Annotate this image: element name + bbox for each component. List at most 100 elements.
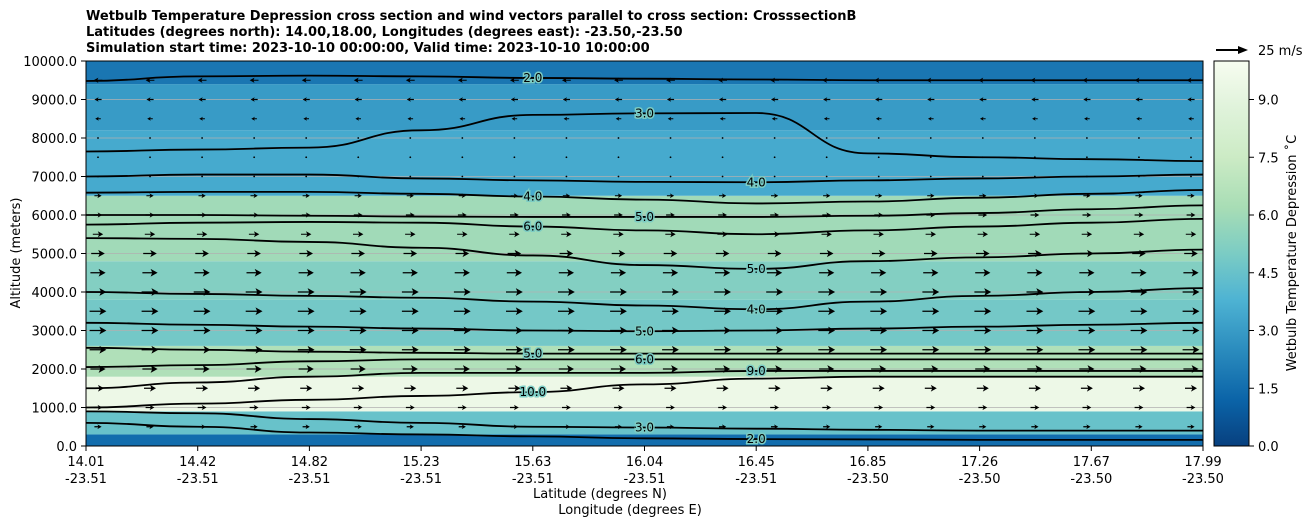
- wind-vector: [402, 268, 418, 277]
- wind-vector: [614, 77, 623, 83]
- contour-label: 4.0: [747, 302, 766, 316]
- wind-vector: [1078, 326, 1096, 335]
- wind-vector: [870, 307, 888, 316]
- x-axis-label-lat: Latitude (degrees N): [533, 487, 667, 502]
- wind-vector: [981, 156, 984, 159]
- wind-vector: [405, 404, 415, 411]
- wind-vector: [562, 193, 570, 199]
- wind-vector: [1026, 345, 1044, 354]
- wind-vector: [197, 77, 207, 83]
- wind-vector: [721, 175, 724, 178]
- wind-vector: [1028, 384, 1041, 392]
- depression-layer: [86, 195, 1203, 262]
- wind-vector: [1030, 77, 1040, 83]
- contour-line: [86, 346, 1203, 355]
- wind-vector: [1182, 326, 1200, 335]
- wind-vector: [714, 288, 731, 296]
- wind-vector: [974, 345, 992, 354]
- wind-vector: [669, 156, 672, 159]
- wind-vector: [349, 345, 367, 354]
- wind-vector: [461, 175, 464, 178]
- wind-vector: [93, 212, 103, 218]
- wind-vector: [513, 156, 516, 159]
- x-tick-label-lat: 17.99: [1184, 455, 1221, 470]
- x-tick-label-lon: -23.50: [1070, 472, 1112, 487]
- wind-vector: [924, 384, 937, 392]
- wind-vector: [1086, 175, 1088, 178]
- wind-vector: [978, 404, 988, 411]
- wind-vector: [1182, 288, 1200, 296]
- wind-vector: [923, 365, 939, 373]
- wind-vector: [1187, 193, 1195, 199]
- wind-vector: [97, 175, 99, 178]
- wind-vector: [666, 77, 675, 83]
- wind-vector: [90, 268, 106, 277]
- wind-vector: [350, 365, 366, 373]
- wind-vector: [301, 404, 311, 411]
- wind-vector: [610, 345, 627, 354]
- wind-vector: [401, 307, 419, 316]
- wind-vector: [302, 97, 310, 102]
- wind-vector: [976, 249, 990, 258]
- wind-vector: [771, 424, 779, 430]
- x-tick-label-lon: -23.51: [512, 472, 554, 487]
- wind-vector: [194, 365, 210, 373]
- wind-vector: [770, 404, 779, 411]
- wind-vector: [350, 268, 366, 277]
- wind-vector: [249, 404, 259, 411]
- wind-vector: [1183, 268, 1199, 277]
- wind-vector: [409, 175, 412, 178]
- wind-vector: [819, 268, 835, 277]
- wind-vector: [666, 424, 675, 430]
- x-tick-label-lat: 16.45: [738, 455, 775, 470]
- wind-vector: [980, 116, 986, 121]
- contour-line: [86, 358, 1203, 368]
- wind-vector: [663, 249, 678, 258]
- wind-vector: [875, 424, 883, 430]
- wind-vector: [1027, 268, 1043, 277]
- x-axis: 14.01 -23.51 14.42 -23.51 14.82 -23.51 15.23 -2…: [65, 446, 1224, 487]
- wind-vector: [1030, 404, 1040, 411]
- wind-vector: [249, 77, 259, 83]
- wind-vector: [1083, 97, 1091, 102]
- wind-vector: [250, 193, 258, 199]
- colorbar: 0.0 1.5 3.0 4.5 6.0 7.5 9.0 Wetbulb Temperatur…: [1213, 60, 1300, 455]
- wind-vector: [403, 249, 418, 258]
- wind-vector: [771, 97, 779, 102]
- wind-vector: [818, 307, 836, 316]
- wind-vector: [716, 384, 729, 392]
- y-tick-label: 1000.0: [32, 402, 78, 417]
- wind-vector: [456, 384, 469, 392]
- wind-vector: [510, 77, 519, 83]
- colorbar-ticks: 0.0 1.5 3.0 4.5 6.0 7.5 9.0: [1249, 94, 1279, 455]
- wind-vector: [245, 307, 263, 316]
- wind-vector: [406, 193, 414, 199]
- wind-vector: [1131, 268, 1147, 277]
- wind-vector: [664, 384, 677, 392]
- wind-vector: [662, 268, 679, 277]
- wind-vector: [614, 97, 623, 102]
- wind-vector: [818, 288, 836, 296]
- wind-vector: [719, 193, 727, 199]
- wind-vector: [93, 77, 103, 83]
- wind-vector: [562, 97, 570, 102]
- wind-vector: [563, 116, 570, 121]
- wind-vector: [357, 156, 360, 159]
- wind-vector: [506, 288, 523, 296]
- x-tick-label-lon: -23.51: [177, 472, 219, 487]
- wind-vector: [305, 137, 308, 139]
- wind-vector: [353, 77, 363, 83]
- wind-vector: [145, 404, 155, 411]
- x-tick-label-lat: 17.26: [961, 455, 998, 470]
- wind-vector: [453, 307, 471, 316]
- x-tick-label-lon: -23.51: [400, 472, 442, 487]
- wind-vector: [91, 249, 105, 258]
- wind-vector: [457, 404, 467, 411]
- contour-line: [86, 287, 1203, 311]
- wind-vector: [193, 288, 211, 296]
- wind-vector: [95, 116, 101, 121]
- wind-vector: [773, 156, 776, 159]
- x-tick-label-lat: 17.67: [1073, 455, 1110, 470]
- wind-vector: [974, 326, 992, 335]
- wind-vector: [509, 231, 520, 238]
